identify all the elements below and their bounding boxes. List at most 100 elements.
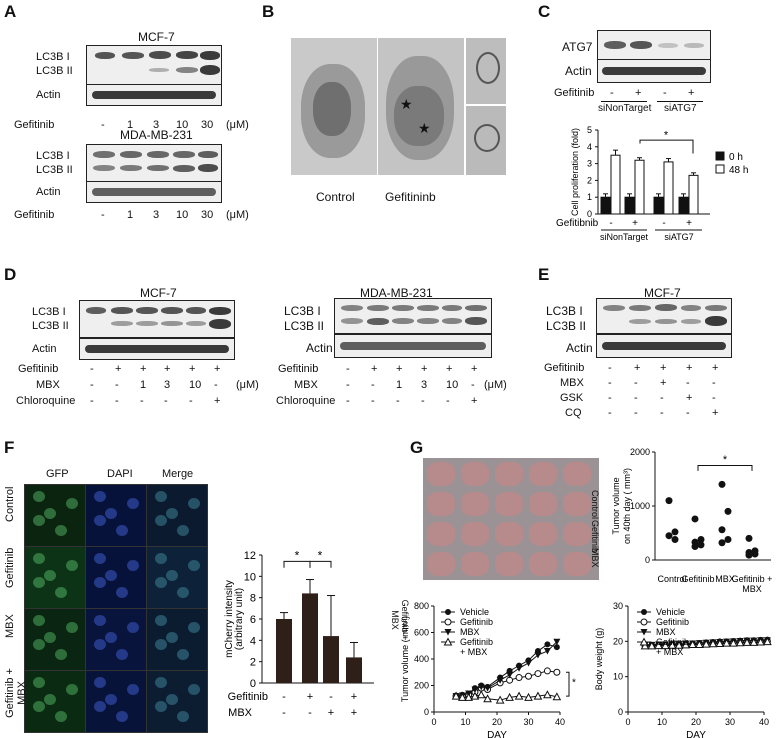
g-body-marker [715, 638, 725, 647]
g-scatter-point [671, 535, 679, 543]
e-cq-sign-1: - [634, 407, 638, 419]
g-tumor-legend-label: Gefitinib [460, 637, 493, 647]
c-ytick-label: 1 [587, 192, 592, 202]
d-unit-2: (μM) [484, 379, 507, 391]
d-left-mbx-sign-4: 10 [189, 379, 202, 391]
g-scatter-ytick-label: 1000 [630, 501, 650, 511]
f-ytick-label: 6 [250, 614, 256, 626]
star-icon: ★ [418, 120, 431, 136]
tem-control-image [291, 38, 377, 175]
g-tumor-ytick-label: 600 [414, 628, 429, 638]
g-tumor-marker [484, 685, 492, 692]
f-mbx-sign: + [351, 707, 357, 719]
f-bar [276, 619, 292, 683]
g-scatter-xlabel: Gefitinib [681, 574, 714, 584]
g-tumor-marker [534, 652, 542, 659]
e-lc3b2-label: LC3B II [546, 319, 587, 333]
c-sign: - [662, 218, 665, 229]
d-right-gef-sign-5: + [471, 363, 478, 375]
f-image-3-0 [24, 670, 86, 733]
e-actin-blot [596, 334, 732, 358]
g-tumor-marker [514, 691, 524, 700]
f-bar [302, 593, 318, 683]
e-gef-sign-2: + [660, 362, 667, 374]
g-tumor-legend-label: MBX [460, 627, 480, 637]
g-body-marker [735, 638, 745, 647]
g-tumor-marker [543, 667, 551, 675]
g-body-legend-label: Gefitinib [656, 617, 689, 627]
f-image-3-1 [85, 670, 147, 733]
a-lc3b2-label: LC3B II [36, 65, 73, 77]
g-tumor-legend-label: + MBX [460, 647, 487, 657]
c-sign-3: - [663, 87, 667, 99]
d-right-mbx-sign-5: - [471, 379, 475, 391]
f-mbx-sign: - [308, 707, 312, 719]
d-gefitinib-label-1: Gefitinib [18, 363, 59, 375]
d-left-gef-sign-2: + [140, 363, 147, 375]
f-col-gfp: GFP [46, 468, 69, 480]
g-tumor-marker [506, 671, 514, 679]
f-image-0-0 [24, 484, 86, 547]
a-mda-actin-blot [86, 181, 222, 203]
d-mda-actin-blot [334, 334, 492, 358]
star-icon: ★ [400, 96, 413, 112]
g-tumor-legend-label: Gefitinib [460, 617, 493, 627]
g-tumor-ytick-label: 400 [414, 654, 429, 664]
f-image-2-1 [85, 608, 147, 671]
d-lc3b1-label: LC3B I [32, 306, 66, 318]
c-legend-swatch [715, 151, 725, 161]
g-scatter-xlabel: MBX [715, 574, 735, 584]
g-tumor-xtick-label: 10 [460, 717, 470, 727]
mouse-3-1 [461, 552, 489, 576]
e-gef-sign-4: + [712, 362, 719, 374]
f-sig-bracket [283, 560, 311, 568]
g-scatter-point [745, 551, 753, 559]
a-dose-2: 1 [127, 119, 134, 131]
d-left-cq-sign-0: - [90, 395, 94, 407]
g-tumor-marker [505, 692, 514, 701]
a-mda-title: MDA-MB-231 [120, 128, 193, 142]
g-scatter-ylabel-2: on 40th day ( mm³) [622, 468, 632, 544]
g-body-marker [722, 638, 731, 647]
d-actin-label-1: Actin [32, 343, 57, 355]
c-ytick-label: 4 [587, 142, 592, 152]
d-left-cq-sign-2: - [140, 395, 144, 407]
d-left-gef-sign-4: + [189, 363, 196, 375]
e-lc3b1-label: LC3B I [546, 304, 583, 318]
a-gefitinib-label-1: Gefitinib [14, 119, 55, 131]
d-left-cq-sign-5: + [214, 395, 221, 407]
g-body-ytick-label: 30 [613, 601, 623, 611]
c-group-label: siATG7 [664, 232, 693, 242]
d-mcf7-title: MCF-7 [140, 286, 177, 300]
g-tumor-marker [476, 690, 486, 699]
g-body-marker [756, 637, 765, 646]
d-right-mbx-sign-3: 3 [421, 379, 428, 391]
e-cq-sign-2: - [660, 407, 664, 419]
panel-label-f: F [4, 438, 15, 457]
a-dose-4: 10 [176, 119, 189, 131]
g-body-legend-marker [640, 618, 648, 626]
e-gsk-label: GSK [560, 392, 584, 404]
g-tumor-legend-marker [443, 637, 453, 646]
panel-label-d: D [4, 265, 17, 284]
g-body-marker [654, 641, 663, 650]
e-gef-sign-1: + [634, 362, 641, 374]
tem-inset-1 [466, 38, 506, 104]
g-tumor-marker [543, 690, 552, 699]
d-mbx-label-1: MBX [36, 379, 60, 391]
a-dose-3: 3 [153, 119, 160, 131]
mouse-3-4 [563, 552, 591, 576]
g-tumor-marker [496, 677, 504, 684]
d-right-cq-sign-2: - [396, 395, 400, 407]
f-ytick-label: 10 [244, 571, 256, 583]
g-scatter-xlabel: Gefitinib + [732, 574, 773, 584]
panel-label-e: E [538, 265, 550, 284]
a-gefitinib-label-2: Gefitinib [14, 209, 55, 221]
g-body-marker [749, 637, 759, 646]
g-tumor-marker [515, 674, 523, 682]
g-tumor-legend-marker [444, 629, 452, 636]
mouse-0-4 [563, 462, 591, 486]
d-mda-lc3b-blot [334, 298, 492, 334]
f-ylabel-2: (arbitrary unit) [234, 588, 245, 650]
f-bar [346, 657, 362, 683]
